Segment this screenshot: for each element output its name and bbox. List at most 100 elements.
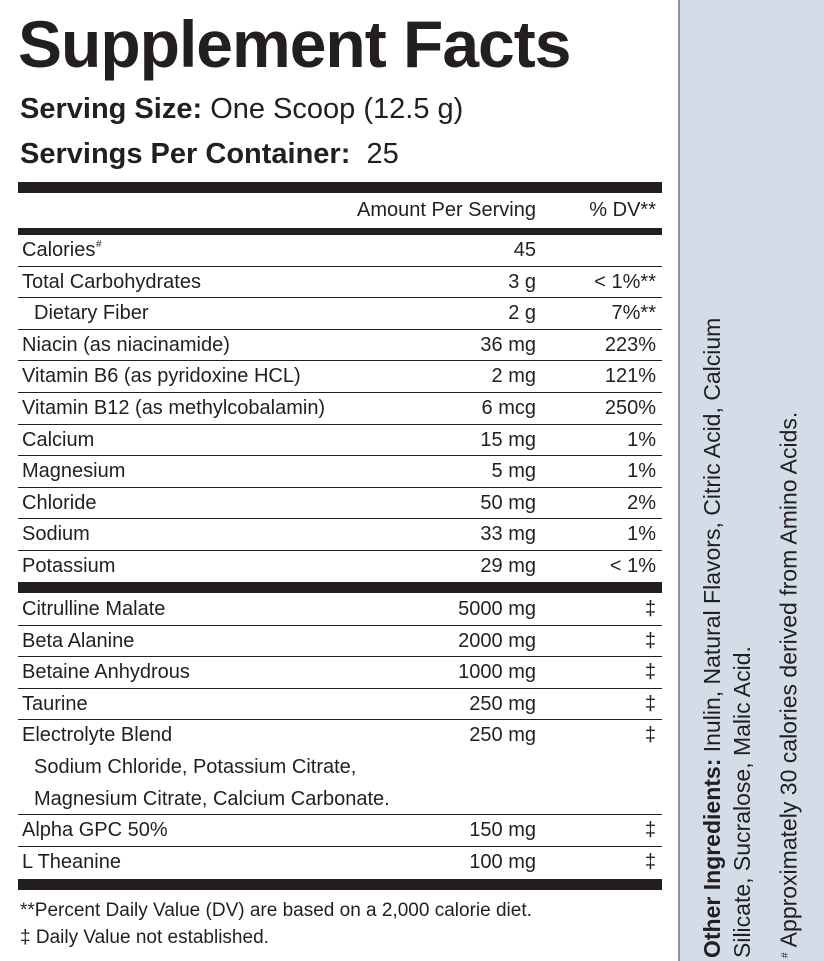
daily-value: < 1%** [594, 270, 656, 293]
nutrient-name: Total Carbohydrates [22, 270, 201, 293]
nutrient-name: Dietary Fiber [34, 302, 149, 325]
table-row: Electrolyte Blend 250 mg ‡ [18, 720, 662, 751]
header-dv: % DV** [589, 199, 656, 221]
table-row: Betaine Anhydrous 1000 mg ‡ [18, 657, 662, 688]
nutrient-name: L Theanine [22, 850, 121, 873]
calorie-note-text: Approximately 30 calories derived from A… [775, 411, 802, 953]
nutrient-name: Magnesium [22, 460, 126, 483]
amount: 250 mg [469, 692, 536, 715]
table-row: Sodium 33 mg 1% [18, 519, 662, 550]
serving-size: Serving Size: One Scoop (12.5 g) [20, 92, 463, 126]
amount: 5 mg [491, 460, 536, 483]
superscript-mark: # [96, 239, 102, 250]
row-divider [18, 845, 662, 847]
servings-value: 25 [366, 138, 399, 170]
row-divider [18, 423, 662, 425]
nutrient-name: Potassium [22, 555, 116, 577]
nutrient-name: Taurine [22, 692, 88, 715]
daily-value: ‡ [644, 724, 656, 747]
other-ingredients-line2: Silicate, Sucralose, Malic Acid. [729, 646, 755, 958]
row-divider [18, 297, 662, 299]
daily-value: ‡ [644, 598, 656, 620]
amount: 2000 mg [458, 629, 536, 652]
table-row: Citrulline Malate 5000 mg ‡ [18, 594, 662, 625]
page-title: Supplement Facts [18, 7, 571, 81]
row-divider [18, 455, 662, 457]
blend-ingredients: Magnesium Citrate, Calcium Carbonate. [34, 787, 390, 810]
table-row: Magnesium 5 mg 1% [18, 456, 662, 487]
daily-value: ‡ [644, 661, 656, 684]
amount: 50 mg [480, 491, 536, 514]
nutrient-name: Calcium [22, 428, 95, 451]
table-row: Alpha GPC 50% 150 mg ‡ [18, 815, 662, 846]
table-row: Total Carbohydrates 3 g < 1%** [18, 267, 662, 298]
amount: 6 mcg [481, 397, 536, 419]
amount: 29 mg [480, 555, 536, 577]
daily-value: < 1% [609, 555, 656, 577]
side-panel [680, 0, 824, 961]
amount: 1000 mg [458, 661, 536, 684]
row-divider [18, 719, 662, 721]
row-divider [18, 392, 662, 393]
nutrient-name: Betaine Anhydrous [22, 661, 190, 684]
table-row: Vitamin B12 (as methylcobalamin) 6 mcg 250… [18, 393, 662, 424]
amount: 33 mg [480, 523, 536, 546]
serving-size-label: Serving Size: [20, 93, 203, 125]
other-ingredients-line1: Other Ingredients: Inulin, Natural Flavo… [697, 238, 727, 958]
daily-value: 1% [627, 523, 656, 546]
row-divider [18, 265, 662, 267]
divider-thick [18, 582, 662, 593]
row-divider [18, 814, 662, 816]
other-ingredients-text: Inulin, Natural Flavors, Citric Acid, Ca… [699, 317, 725, 759]
header-amount: Amount Per Serving [357, 199, 536, 221]
table-header: Amount Per Serving % DV** [18, 195, 662, 226]
nutrient-name: Electrolyte Blend [22, 724, 173, 747]
row-divider [18, 550, 662, 551]
row-divider [18, 328, 662, 330]
serving-size-value: One Scoop (12.5 g) [210, 93, 464, 125]
row-divider [18, 656, 662, 658]
supplement-facts-panel: Supplement Facts Serving Size: One Scoop… [18, 0, 680, 961]
footnote-dv: **Percent Daily Value (DV) are based on … [20, 900, 532, 921]
divider-medium [18, 228, 662, 235]
table-row: L Theanine 100 mg ‡ [18, 847, 662, 878]
other-ingredients-label: Other Ingredients: [699, 758, 725, 958]
row-divider [18, 518, 662, 520]
amount: 45 [513, 239, 536, 261]
daily-value: ‡ [644, 819, 656, 842]
nutrient-name: Calories [22, 239, 96, 261]
table-row: Vitamin B6 (as pyridoxine HCL) 2 mg 121% [18, 361, 662, 392]
blend-detail: Magnesium Citrate, Calcium Carbonate. [18, 784, 662, 815]
daily-value: 223% [604, 333, 656, 356]
amount: 36 mg [480, 333, 536, 356]
daily-value: ‡ [644, 692, 656, 715]
amount: 2 mg [491, 365, 536, 388]
row-divider [18, 687, 662, 689]
table-row: Dietary Fiber 2 g 7%** [18, 298, 662, 329]
daily-value: 2% [627, 491, 656, 514]
amount: 250 mg [469, 724, 536, 747]
note-mark: # [780, 952, 791, 958]
daily-value: 121% [604, 365, 656, 388]
nutrient-name: Vitamin B6 (as pyridoxine HCL) [22, 365, 301, 388]
nutrient-name: Niacin (as niacinamide) [22, 333, 230, 356]
amount: 5000 mg [458, 598, 536, 620]
row-divider [18, 486, 662, 488]
daily-value: ‡ [644, 629, 656, 652]
table-row: Niacin (as niacinamide) 36 mg 223% [18, 330, 662, 361]
blend-detail: Sodium Chloride, Potassium Citrate, [18, 752, 662, 783]
daily-value: 1% [627, 460, 656, 483]
nutrient-name: Vitamin B12 (as methylcobalamin) [22, 397, 326, 419]
nutrient-name: Chloride [22, 491, 97, 514]
amount: 150 mg [469, 819, 536, 842]
nutrient-name: Beta Alanine [22, 629, 135, 652]
amount: 15 mg [480, 428, 536, 451]
servings-per-container: Servings Per Container: 25 [20, 137, 399, 171]
table-row: Calcium 15 mg 1% [18, 425, 662, 456]
table-row: Potassium 29 mg < 1% [18, 551, 662, 582]
amount: 3 g [508, 270, 536, 293]
divider-thick [18, 879, 662, 890]
amount: 2 g [508, 302, 536, 325]
table-row: Calories #45 [18, 235, 662, 266]
footnote-dagger: ‡ Daily Value not established. [20, 927, 269, 948]
